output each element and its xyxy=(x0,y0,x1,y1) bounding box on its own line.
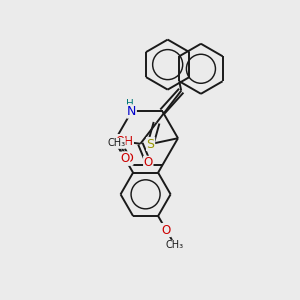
Text: S: S xyxy=(147,137,154,151)
Text: CH₃: CH₃ xyxy=(107,138,125,148)
Text: N: N xyxy=(127,105,136,118)
Text: O: O xyxy=(123,152,133,165)
Text: O: O xyxy=(120,152,130,165)
Text: O: O xyxy=(162,224,171,236)
Text: OH: OH xyxy=(116,135,134,148)
Text: H: H xyxy=(126,99,134,109)
Text: O: O xyxy=(144,156,153,169)
Text: CH₃: CH₃ xyxy=(166,240,184,250)
